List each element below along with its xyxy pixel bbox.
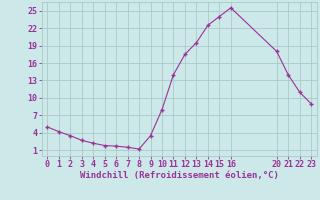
X-axis label: Windchill (Refroidissement éolien,°C): Windchill (Refroidissement éolien,°C) — [80, 171, 279, 180]
